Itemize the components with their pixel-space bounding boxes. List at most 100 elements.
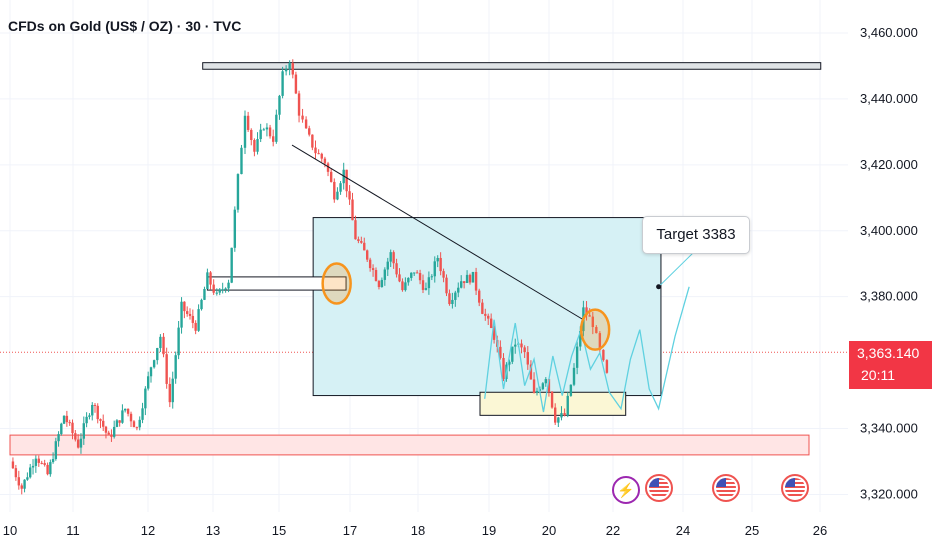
candle-body [203, 288, 206, 300]
candle-body [317, 153, 320, 155]
candle-body [144, 388, 147, 409]
candle-body [377, 280, 381, 288]
candle-body [585, 307, 588, 316]
candle-body [339, 183, 342, 192]
candle-body [29, 467, 32, 478]
candle-body [544, 379, 547, 384]
candle-body [320, 153, 323, 159]
target-point [656, 284, 662, 290]
candle-body [85, 416, 88, 424]
candle-body [215, 292, 218, 294]
time-axis-label: 13 [206, 523, 220, 538]
candle-body [351, 199, 354, 221]
candle-body [424, 288, 428, 290]
candle-body [492, 328, 496, 340]
candle-body [177, 327, 180, 356]
candle-body [297, 93, 301, 116]
candle-body [102, 420, 105, 427]
us-flag-icon[interactable] [645, 474, 673, 502]
candle-body [460, 281, 463, 288]
highlight-circle [579, 308, 611, 351]
trend-line [291, 144, 584, 321]
price-axis-label: 3,320.000 [860, 486, 918, 501]
highlight-circle [321, 262, 352, 305]
candle-body [17, 477, 21, 486]
last-price-tag: 3,363.140 20:11 [849, 341, 932, 389]
candle-body [46, 464, 49, 475]
candle-body [354, 220, 357, 240]
candle-body [126, 408, 130, 414]
candles-layer [11, 59, 609, 495]
candle-body [363, 242, 366, 251]
candle-body [360, 241, 363, 243]
candle-body [383, 269, 387, 280]
flash-icon[interactable]: ⚡ [612, 476, 640, 504]
candle-body [301, 115, 304, 120]
candle-body [71, 422, 74, 434]
candle-body [110, 434, 113, 437]
candle-body [474, 271, 478, 291]
candle-body [535, 390, 539, 393]
candle-body [240, 147, 243, 175]
time-axis-label: 24 [676, 523, 690, 538]
candle-body [246, 115, 250, 130]
candle-body [566, 395, 569, 416]
candle-body [288, 63, 291, 70]
candle-body [118, 420, 121, 423]
candle-body [224, 288, 227, 290]
target-annotation[interactable]: Target 3383 [642, 216, 750, 254]
time-axis-label: 17 [343, 523, 357, 538]
candle-body [149, 367, 153, 377]
candle-body [200, 299, 203, 310]
candle-body [386, 261, 389, 270]
candle-body [146, 376, 150, 389]
candle-body [371, 268, 375, 270]
candle-body [159, 336, 162, 349]
candle-body [191, 315, 195, 323]
candle-body [218, 289, 221, 293]
candle-body [314, 147, 317, 154]
candle-body [99, 419, 102, 421]
candle-body [433, 261, 436, 277]
candle-body [171, 378, 174, 403]
candle-body [51, 459, 55, 463]
candle-body [88, 415, 91, 417]
candle-body [448, 293, 451, 305]
candle-body [602, 349, 605, 361]
candle-body [233, 209, 237, 248]
candle-body [468, 274, 472, 283]
candle-body [174, 355, 177, 379]
candle-body [91, 404, 94, 416]
us-flag-icon[interactable] [712, 474, 740, 502]
time-axis-label: 22 [606, 523, 620, 538]
candle-body [598, 333, 602, 350]
candle-body [591, 316, 594, 328]
candle-body [481, 302, 484, 314]
candle-body [499, 346, 502, 358]
candle-body [253, 140, 256, 152]
candle-body [291, 63, 294, 75]
candle-body [62, 415, 66, 424]
candle-body [454, 292, 457, 300]
candle-body [439, 257, 442, 272]
candle-body [557, 417, 560, 423]
candle-body [135, 427, 139, 429]
candle-body [26, 477, 29, 480]
candle-body [389, 252, 392, 262]
candle-body [471, 271, 475, 283]
support-zone [9, 434, 810, 456]
candle-body [563, 413, 566, 416]
candle-body [588, 315, 591, 317]
candle-body [104, 426, 108, 433]
candle-body [514, 344, 517, 347]
candle-body [54, 441, 58, 460]
candle-body [436, 257, 439, 262]
time-axis-label: 15 [272, 523, 286, 538]
candle-body [345, 169, 348, 192]
candle-body [209, 272, 212, 285]
candle-body [272, 136, 275, 142]
price-axis-label: 3,460.000 [860, 25, 918, 40]
time-axis-label: 19 [482, 523, 496, 538]
us-flag-icon[interactable] [781, 474, 809, 502]
